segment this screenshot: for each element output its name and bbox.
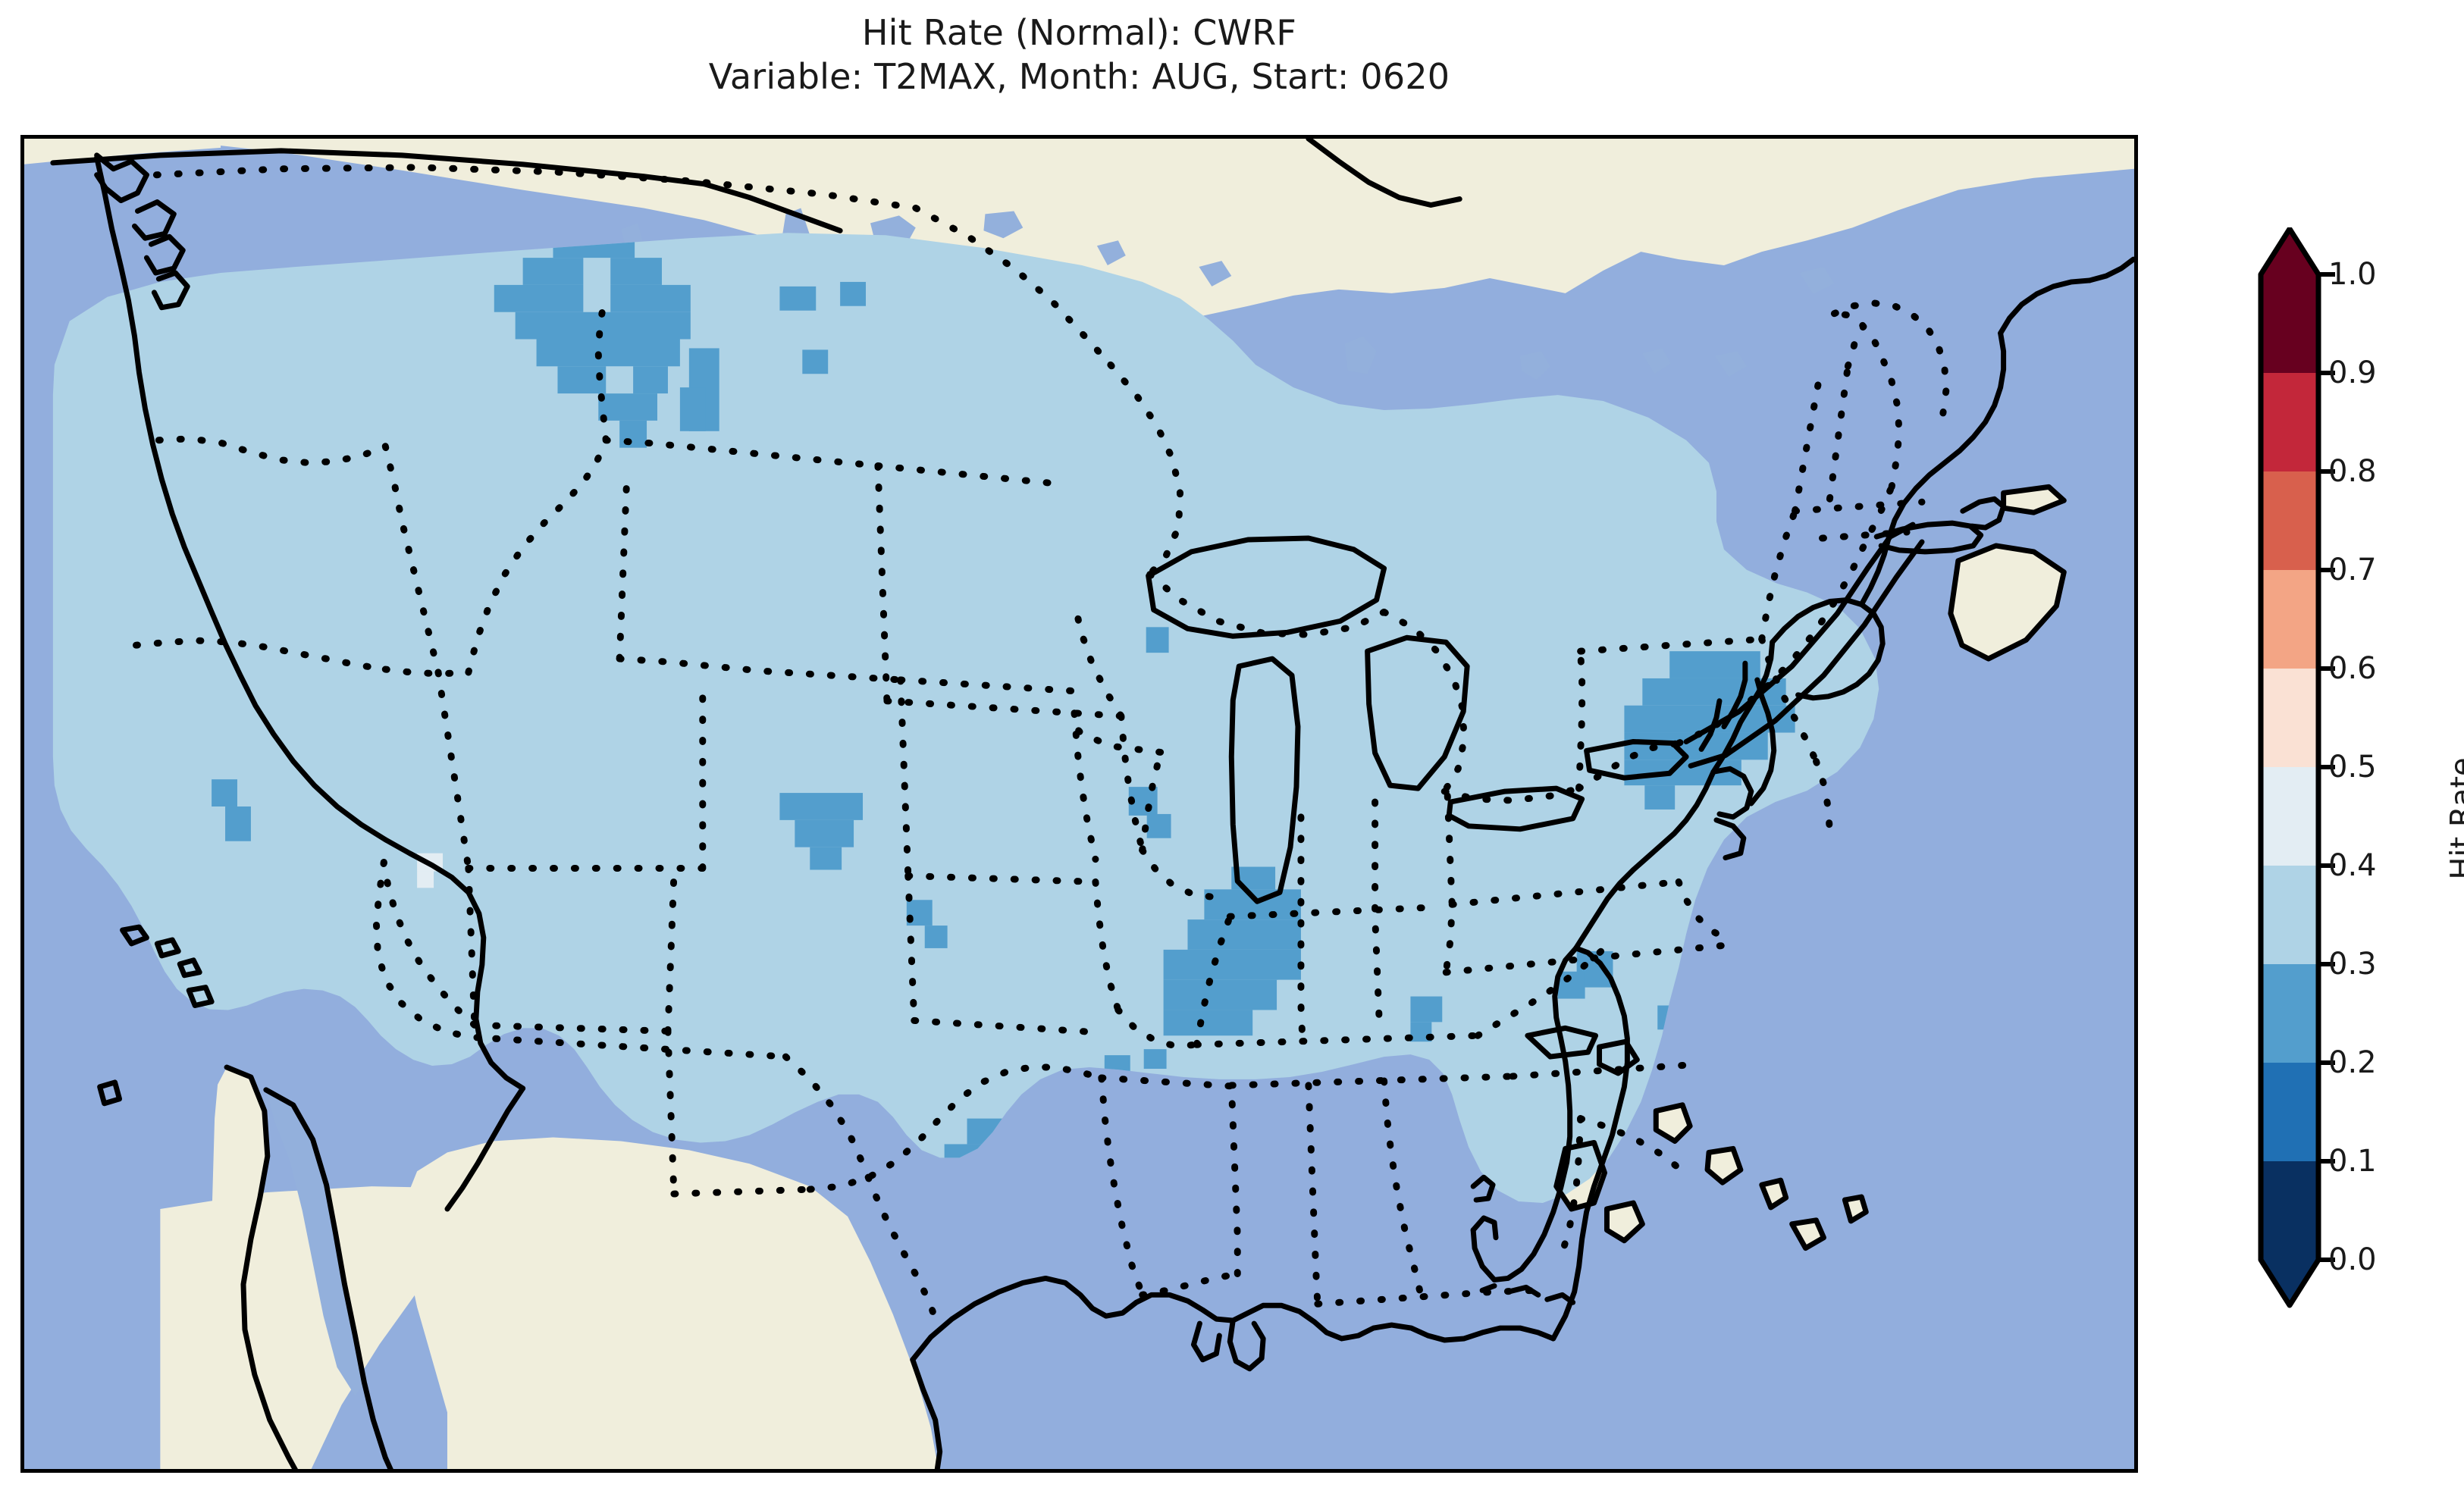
colorbar-ticks: [2318, 272, 2335, 1262]
colorbar-svg: [2258, 227, 2335, 1308]
colorbar-band-06-07: [2259, 570, 2320, 669]
border-layer: [132, 164, 1950, 1333]
colorbar-extend-top: [2259, 227, 2320, 274]
colorbar-tick-0-4: 0.4: [2328, 848, 2377, 883]
colorbar-tick-1-0: 1.0: [2328, 257, 2377, 292]
colorbar-band-01-02: [2259, 1063, 2320, 1161]
canada-lake-6: [1714, 351, 1747, 377]
canada-lake-5: [1642, 348, 1672, 374]
map-canvas: [24, 139, 2134, 1469]
page-title: Hit Rate (Normal): CWRF Variable: T2MAX,…: [0, 0, 2158, 99]
canada-lake-2: [983, 211, 1024, 239]
canada-lake-3: [1344, 336, 1377, 374]
colorbar-axis-label: Hit Rate: [2444, 757, 2464, 880]
colorbar-tick-0-7: 0.7: [2328, 553, 2377, 587]
colorbar-band-00-01: [2259, 1161, 2320, 1260]
colorbar-band-05-06: [2259, 669, 2320, 767]
colorbar-tick-0-1: 0.1: [2328, 1144, 2377, 1179]
data-layer-conus: [52, 233, 1879, 1204]
colorbar-band-04-05: [2259, 767, 2320, 866]
colorbar-band-07-08: [2259, 471, 2320, 570]
colorbar-tick-0-5: 0.5: [2328, 750, 2377, 785]
canada-lake-7: [1096, 240, 1126, 266]
canada-lake-10: [1799, 267, 1835, 294]
colorbar: 1.0 0.9 0.8 0.7 0.6 0.5 0.4 0.3 0.2 0.1 …: [2256, 227, 2464, 1410]
colorbar-tick-0-2: 0.2: [2328, 1045, 2377, 1080]
canada-west-sliver: [24, 139, 221, 164]
baja-california-peninsula: [212, 1067, 306, 1469]
coastline-layer: [50, 139, 2134, 1469]
nova-scotia: [1950, 545, 2064, 659]
title-line-1: Hit Rate (Normal): CWRF: [861, 12, 1297, 53]
title-line-2: Variable: T2MAX, Month: AUG, Start: 0620: [708, 56, 1450, 97]
colorbar-extend-bottom: [2259, 1260, 2320, 1307]
colorbar-band-09-10: [2259, 274, 2320, 373]
colorbar-band-03-04: [2259, 866, 2320, 964]
colorbar-tick-0-0: 0.0: [2328, 1242, 2377, 1277]
colorbar-band-02-03: [2259, 964, 2320, 1063]
colorbar-band-08-09: [2259, 373, 2320, 471]
canada-landmass: [152, 139, 2134, 331]
gulf-of-california: [265, 1089, 365, 1396]
colorbar-tick-0-9: 0.9: [2328, 355, 2377, 390]
st-lawrence-river: [1686, 525, 1923, 766]
canada-lake-8: [1199, 261, 1232, 287]
colorbar-tick-0-3: 0.3: [2328, 947, 2377, 982]
colorbar-tick-0-6: 0.6: [2328, 651, 2377, 686]
mexico-mainland: [402, 1137, 939, 1469]
map-panel: [20, 135, 2138, 1473]
colorbar-tick-0-8: 0.8: [2328, 454, 2377, 489]
colorbar-bands: [2259, 227, 2320, 1307]
canada-lake-4: [1519, 351, 1550, 381]
